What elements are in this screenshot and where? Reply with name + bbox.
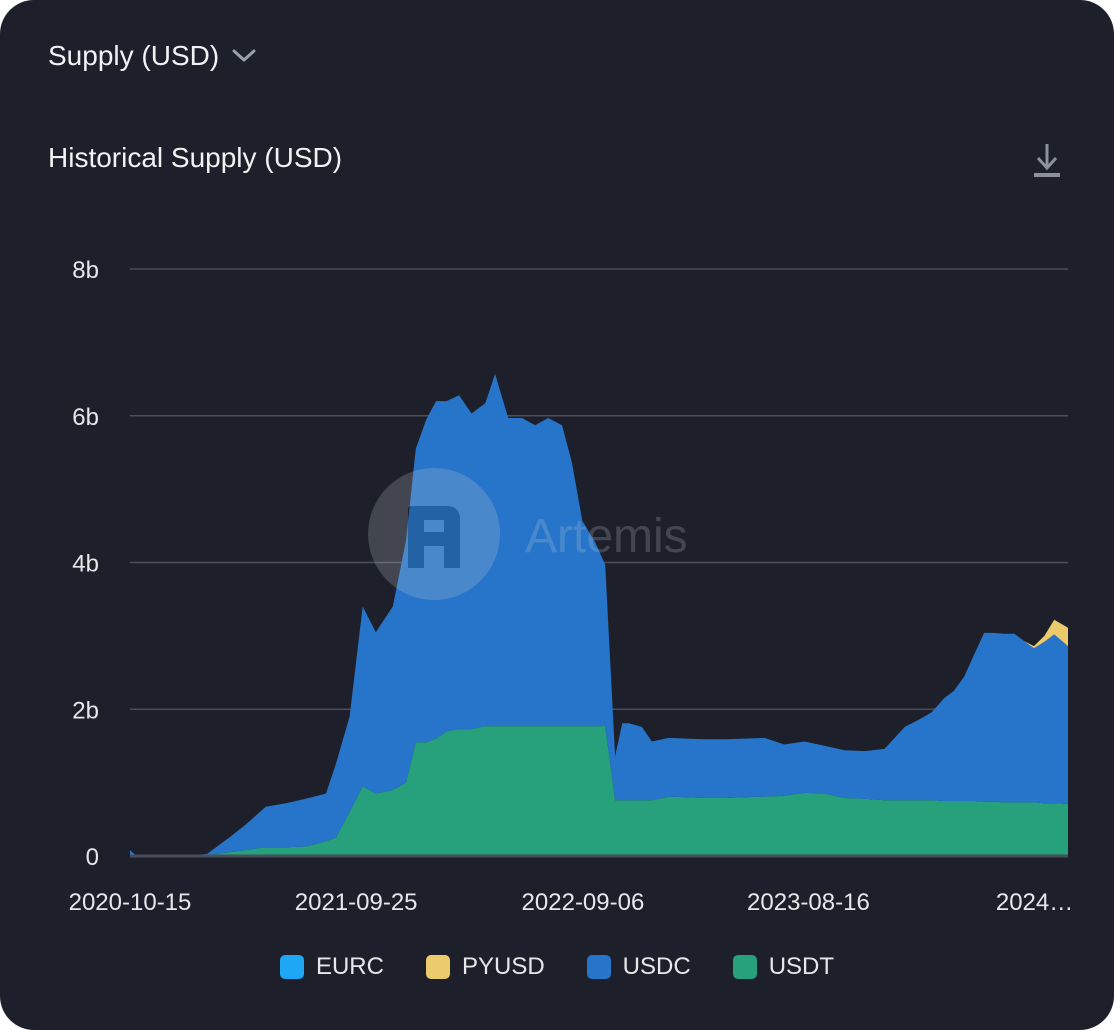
chart-svg: 0 2b 4b 6b 8b Artemis 2020-10-15 2021-09-25 2022… (69, 257, 1074, 916)
y-tick-label: 4b (72, 551, 99, 578)
artemis-watermark: Artemis (368, 468, 688, 600)
area-usdc (130, 373, 1068, 856)
legend-label: USDC (622, 953, 691, 980)
y-tick-label: 6b (72, 404, 99, 431)
legend-label: USDT (768, 953, 835, 980)
legend-item-usdc[interactable]: USDC (586, 953, 691, 981)
metric-dropdown-label: Supply (USD) (48, 40, 220, 71)
watermark-text: Artemis (525, 510, 688, 563)
y-tick-label: 0 (86, 844, 99, 871)
legend-swatch (425, 955, 450, 979)
x-tick-label: 2021-09-25 (295, 889, 418, 916)
legend-item-usdt[interactable]: USDT (732, 953, 835, 981)
legend-item-eurc[interactable]: EURC (279, 953, 384, 981)
area-usdt (130, 726, 1068, 856)
legend-swatch (586, 955, 611, 979)
legend-label: PYUSD (461, 953, 545, 980)
chart-title: Historical Supply (USD) (48, 142, 343, 173)
download-icon[interactable] (1030, 142, 1064, 182)
legend-swatch (732, 955, 757, 979)
chevron-down-icon (231, 47, 257, 65)
artemis-logo-icon (368, 468, 500, 600)
x-tick-label: 2020-10-15 (69, 889, 192, 916)
metric-dropdown[interactable]: Supply (USD) (48, 40, 257, 72)
x-tick-label: 2024… (996, 889, 1073, 916)
legend: EURC PYUSD USDC USDT (0, 953, 1114, 981)
legend-label: EURC (315, 953, 384, 980)
legend-item-pyusd[interactable]: PYUSD (425, 953, 545, 981)
legend-swatch (279, 955, 304, 979)
artemis-logo-mark (408, 506, 460, 568)
y-tick-label: 2b (72, 697, 99, 724)
x-tick-label: 2023-08-16 (747, 889, 870, 916)
y-tick-label: 8b (72, 257, 99, 284)
x-tick-label: 2022-09-06 (522, 889, 645, 916)
